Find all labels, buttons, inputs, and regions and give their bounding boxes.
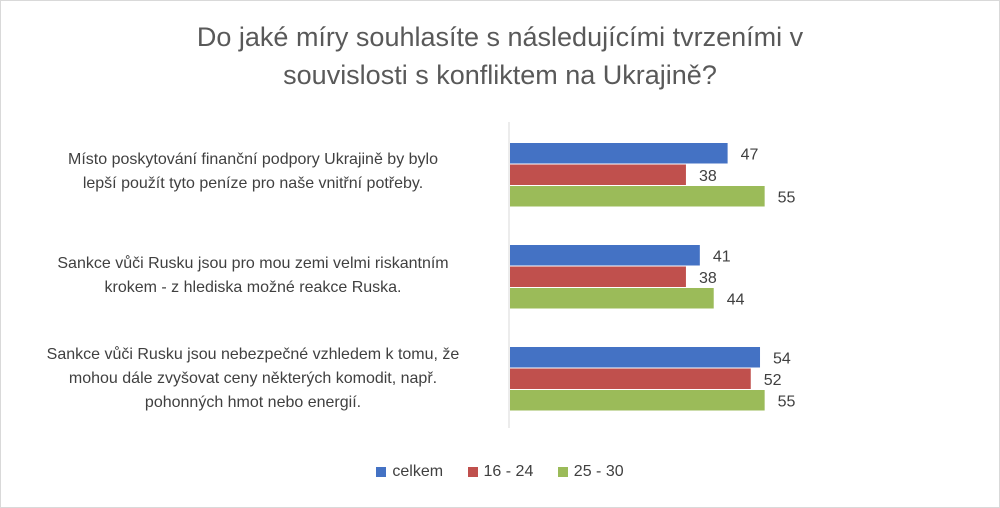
bar-25-30-cat3: [510, 390, 765, 411]
legend-item-25-30: 25 - 30: [557, 463, 624, 481]
legend-label: 16 - 24: [483, 463, 534, 480]
category-label-line: Sankce vůči Rusku jsou nebezpečné vzhled…: [46, 346, 460, 363]
data-label: 47: [741, 146, 759, 163]
category-label-line: mohou dále zvyšovat ceny některých komod…: [68, 370, 438, 387]
bar-celkem-cat1: [510, 143, 728, 164]
chart-title-line-1: Do jaké míry souhlasíte s následujícími …: [196, 22, 804, 52]
legend-swatch-green: [557, 467, 568, 477]
category-label-line: Sankce vůči Rusku jsou pro mou zemi velm…: [57, 255, 449, 272]
category-label-2: Sankce vůči Rusku jsou pro mou zemi velm…: [10, 252, 496, 300]
chart-title-line-2: souvislosti s konfliktem na Ukrajině?: [283, 60, 717, 90]
data-label: 44: [727, 291, 745, 308]
data-label: 38: [699, 270, 717, 287]
legend: celkem 16 - 24 25 - 30: [0, 463, 1000, 481]
legend-swatch-blue: [376, 467, 387, 477]
bar-celkem-cat2: [510, 245, 700, 266]
category-label-3: Sankce vůči Rusku jsou nebezpečné vzhled…: [10, 343, 496, 415]
legend-swatch-red: [467, 467, 478, 477]
category-label-line: pohonných hmot nebo energií.: [144, 394, 362, 411]
legend-item-16-24: 16 - 24: [467, 463, 534, 481]
bar-16-24-cat3: [510, 368, 751, 389]
data-label: 38: [699, 168, 717, 185]
bar-celkem-cat3: [510, 347, 761, 368]
data-label: 55: [778, 189, 796, 206]
chart-title: Do jaké míry souhlasíte s následujícími …: [0, 18, 1000, 94]
category-label-line: Místo poskytování finanční podpory Ukraj…: [68, 151, 438, 168]
bar-16-24-cat2: [510, 266, 686, 287]
bar-16-24-cat1: [510, 164, 686, 185]
legend-label: celkem: [392, 463, 444, 480]
bar-25-30-cat2: [510, 288, 714, 309]
data-label: 52: [764, 372, 782, 389]
category-label-1: Místo poskytování finanční podpory Ukraj…: [10, 148, 496, 196]
bar-25-30-cat1: [510, 186, 765, 207]
category-label-line: krokem - z hlediska možné reakce Ruska.: [104, 279, 402, 296]
legend-item-celkem: celkem: [376, 463, 443, 481]
data-label: 54: [773, 350, 791, 367]
category-label-line: lepší použít tyto peníze pro naše vnitřn…: [82, 175, 424, 192]
bars-group: 47 41 54 38 38 52 55 44 55: [510, 143, 796, 411]
data-label: 41: [713, 248, 731, 265]
data-label: 55: [778, 393, 796, 410]
legend-label: 25 - 30: [573, 463, 624, 480]
